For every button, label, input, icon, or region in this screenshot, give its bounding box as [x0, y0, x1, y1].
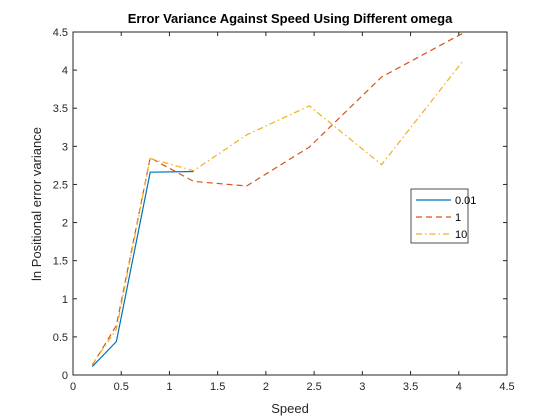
y-tick-label: 3	[62, 141, 68, 153]
x-tick-label: 4	[456, 381, 462, 393]
x-tick-label: 3	[359, 381, 365, 393]
x-tick-label: 4.5	[499, 381, 514, 393]
x-tick-label: 0.5	[114, 381, 129, 393]
series-line-1	[91, 32, 464, 366]
legend-label-2: 10	[455, 229, 467, 241]
y-tick-label: 1	[62, 294, 68, 306]
y-tick-label: 1.5	[53, 256, 68, 268]
chart-title: Error Variance Against Speed Using Diffe…	[128, 11, 453, 26]
y-tick-label: 2	[62, 218, 68, 230]
y-axis-label: ln Positional error variance	[29, 127, 44, 281]
x-axis-label: Speed	[271, 401, 309, 416]
x-tick-label: 0	[70, 381, 76, 393]
legend: 0.01 1 10	[410, 188, 476, 244]
y-tick-label: 3.5	[53, 103, 68, 115]
y-tick-label: 2.5	[53, 179, 68, 191]
legend-label-0: 0.01	[455, 195, 476, 207]
series-line-2	[91, 59, 465, 365]
x-tick-label: 2	[263, 381, 269, 393]
x-tick-label: 3.5	[403, 381, 418, 393]
y-tick-label: 4	[62, 65, 68, 77]
legend-label-1: 1	[455, 212, 461, 224]
x-tick-label: 1.5	[210, 381, 225, 393]
x-tick-label: 1	[166, 381, 172, 393]
y-tick-label: 0.5	[53, 332, 68, 344]
x-tick-label: 2.5	[306, 381, 321, 393]
series-line-0	[91, 170, 194, 368]
y-tick-label: 4.5	[53, 27, 68, 39]
y-tick-label: 0	[62, 370, 68, 382]
